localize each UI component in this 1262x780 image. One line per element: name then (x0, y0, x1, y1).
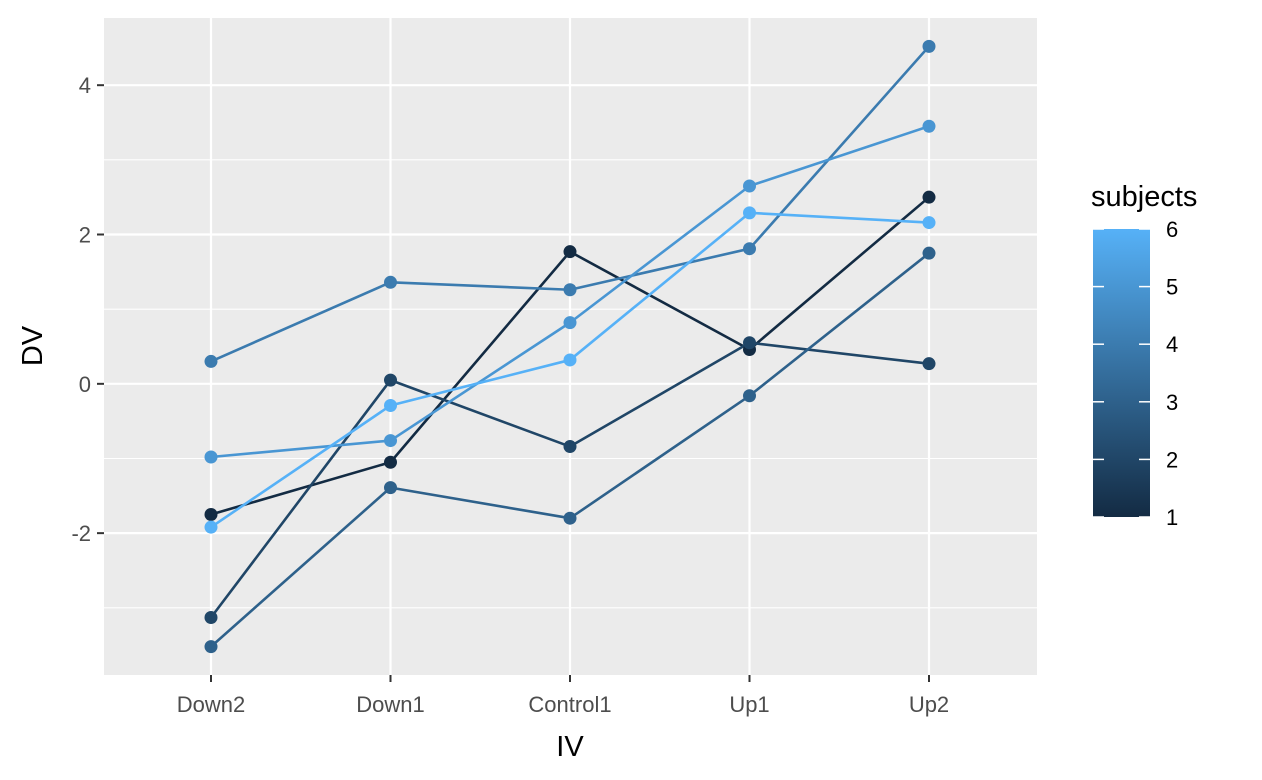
data-point (563, 283, 577, 297)
y-tick-label: 0 (79, 372, 91, 397)
data-point (922, 357, 936, 371)
data-point (384, 455, 397, 469)
x-tick-label: Up2 (909, 692, 949, 717)
grid-major (104, 18, 1037, 675)
x-tick-label: Control1 (528, 692, 611, 717)
data-point (204, 507, 218, 521)
x-tick-label: Down2 (177, 692, 245, 717)
y-tick-label: 4 (79, 73, 91, 98)
data-point (743, 389, 756, 403)
data-point (384, 398, 397, 412)
legend-ticks: 1 2 3 4 5 6 (1093, 217, 1178, 530)
y-axis: -2 0 2 4 (71, 73, 104, 546)
y-axis-title: DV (17, 325, 49, 366)
data-point (204, 640, 218, 654)
y-tick-label: 2 (79, 223, 91, 248)
data-point (743, 336, 756, 350)
legend-tick-label: 2 (1166, 447, 1178, 472)
legend-colorbar (1093, 229, 1150, 517)
data-point (563, 511, 577, 525)
data-point (204, 354, 218, 368)
data-point (922, 246, 936, 260)
data-point (743, 179, 756, 193)
x-axis-title: IV (556, 731, 584, 763)
data-point (204, 611, 218, 625)
data-point (384, 275, 397, 289)
series-points (204, 39, 936, 654)
legend-title: subjects (1091, 181, 1197, 213)
data-point (922, 216, 936, 230)
data-point (922, 190, 936, 204)
data-point (563, 353, 577, 367)
x-tick-label: Down1 (356, 692, 424, 717)
data-point (922, 119, 936, 133)
x-axis: Down2 Down1 Control1 Up1 Up2 (177, 675, 949, 717)
legend-tick-label: 4 (1166, 332, 1178, 357)
y-tick-label: -2 (71, 521, 91, 546)
data-point (563, 440, 577, 454)
data-point (384, 373, 397, 387)
data-point (922, 39, 936, 53)
data-point (563, 245, 577, 259)
legend-tick-label: 6 (1166, 217, 1178, 242)
legend: subjects 1 2 3 4 5 6 (1091, 181, 1197, 530)
data-point (563, 316, 577, 330)
legend-tick-label: 1 (1166, 505, 1178, 530)
legend-tick-label: 3 (1166, 390, 1178, 415)
legend-tick-label: 5 (1166, 275, 1178, 300)
data-point (204, 520, 218, 534)
data-point (384, 434, 397, 448)
data-point (204, 450, 218, 464)
data-point (384, 481, 397, 495)
data-point (743, 206, 756, 220)
x-tick-label: Up1 (729, 692, 769, 717)
data-point (743, 242, 756, 256)
